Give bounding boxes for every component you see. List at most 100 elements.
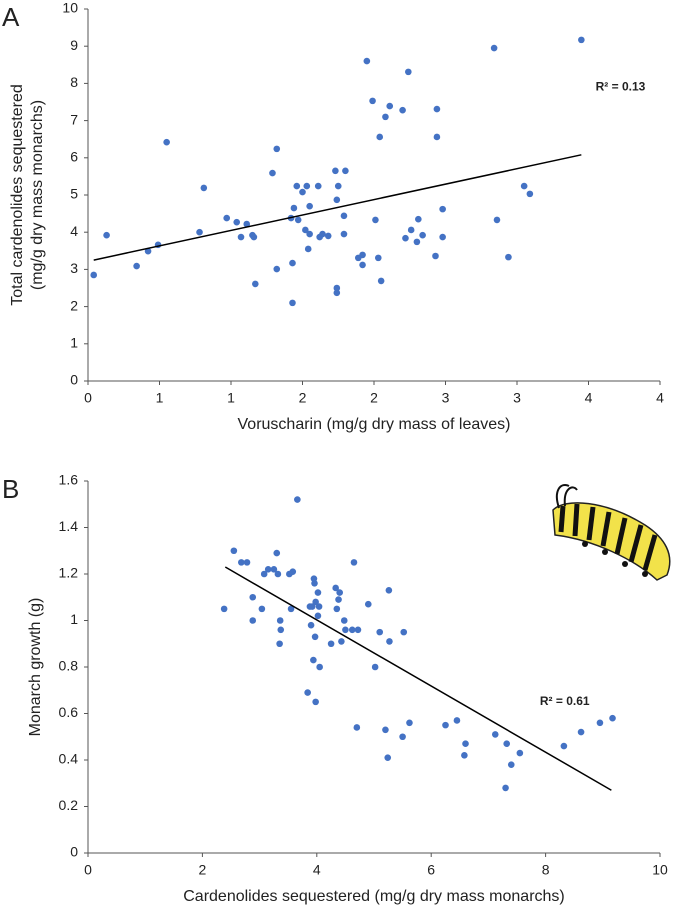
data-point (316, 663, 323, 671)
data-point (163, 138, 170, 146)
data-point (376, 628, 384, 636)
data-point (324, 232, 332, 240)
x-axis-label: Cardenolides sequestered (mg/g dry mass … (183, 888, 565, 905)
y-tick-label: 4 (70, 223, 78, 239)
y-tick-label: 0 (70, 372, 78, 388)
data-point (264, 566, 272, 573)
data-point (319, 230, 326, 238)
data-point (306, 202, 313, 210)
data-point (276, 640, 283, 648)
data-point (353, 724, 361, 731)
data-point (200, 184, 208, 192)
data-point (294, 216, 302, 224)
data-point (249, 593, 257, 601)
data-point (289, 299, 296, 307)
data-point (369, 97, 376, 105)
data-point (406, 719, 413, 727)
x-axis-label: Voruscharin (mg/g dry mass of leaves) (238, 416, 511, 433)
data-point (289, 259, 296, 267)
y-tick-label: 1.4 (59, 518, 79, 534)
x-tick-label: 0 (84, 862, 92, 878)
data-point (340, 617, 348, 624)
data-point (399, 106, 406, 114)
data-point (294, 496, 301, 503)
data-point (243, 559, 251, 566)
data-point (230, 547, 238, 555)
trendline (93, 154, 582, 261)
y-tick-label: 3 (70, 260, 78, 276)
data-point (359, 261, 366, 269)
data-point (578, 36, 585, 44)
y-axis-label: Monarch growth (g) (27, 598, 44, 737)
data-point (376, 133, 384, 141)
data-point (133, 262, 140, 270)
data-point (372, 216, 379, 224)
x-tick-label: 2 (370, 390, 378, 406)
data-point (374, 254, 382, 262)
y-tick-label: 9 (70, 37, 78, 53)
data-point (223, 214, 231, 222)
data-point (442, 721, 449, 729)
caterpillar-icon (552, 484, 671, 581)
y-axis-label: Total cardenolides sequestered (9, 84, 26, 305)
data-point (334, 182, 342, 190)
data-point (359, 251, 366, 259)
data-point (336, 589, 343, 596)
data-point (505, 253, 512, 261)
data-point (312, 698, 319, 706)
y-tick-label: 5 (70, 186, 78, 202)
data-point (407, 226, 415, 234)
r-squared: R² = 0.61 (540, 694, 590, 708)
data-point (413, 238, 421, 246)
data-point (196, 228, 203, 236)
data-point (314, 589, 322, 596)
data-point (453, 717, 461, 724)
data-point (304, 689, 311, 696)
data-point (439, 233, 446, 241)
y-tick-label: 0.4 (59, 751, 79, 767)
data-point (432, 252, 439, 260)
data-point (252, 280, 259, 288)
data-point (314, 612, 322, 620)
data-point (363, 57, 371, 65)
data-point (237, 559, 245, 566)
data-point (311, 633, 319, 641)
data-point (348, 626, 356, 634)
y-tick-label: 1.2 (59, 565, 79, 581)
data-point (493, 216, 501, 224)
data-point (335, 596, 342, 603)
x-tick-label: 2 (299, 390, 307, 406)
y-tick-label: 0.8 (59, 658, 79, 674)
data-point (277, 626, 285, 634)
data-point (220, 605, 228, 613)
data-point (333, 284, 341, 292)
data-point (315, 603, 323, 610)
data-point (371, 663, 379, 671)
data-point (327, 640, 335, 648)
panel-label: A (2, 2, 20, 32)
data-point (433, 133, 441, 141)
data-point (402, 234, 409, 242)
data-point (364, 600, 372, 608)
data-point (302, 226, 309, 234)
panel-label: B (2, 474, 19, 504)
x-tick-label: 3 (442, 390, 450, 406)
y-tick-label: 1 (70, 335, 78, 351)
x-tick-label: 3 (513, 390, 521, 406)
y-tick-label: 0 (70, 844, 78, 860)
data-point (419, 231, 426, 239)
data-point (332, 584, 339, 592)
x-tick-label: 10 (652, 862, 668, 878)
data-point (273, 265, 281, 273)
data-point (342, 167, 349, 175)
y-tick-label: 0.6 (59, 704, 79, 720)
x-tick-label: 0 (84, 390, 92, 406)
data-point (258, 605, 266, 613)
data-point (462, 740, 469, 748)
y-tick-label: 0.2 (59, 797, 79, 813)
data-point (299, 188, 306, 196)
data-point (507, 761, 515, 768)
x-tick-label: 2 (199, 862, 207, 878)
